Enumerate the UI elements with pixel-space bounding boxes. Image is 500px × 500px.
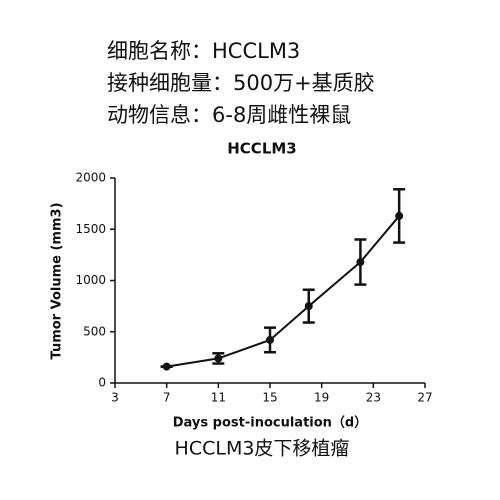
data-point <box>395 211 404 220</box>
x-tick-label: 19 <box>314 391 329 405</box>
header-line: 动物信息：6-8周雌性裸鼠 <box>107 103 351 127</box>
data-point <box>162 362 171 371</box>
y-tick-label: 1000 <box>75 273 106 287</box>
y-tick-label: 0 <box>98 376 106 390</box>
caption: HCCLM3皮下移植瘤 <box>175 438 350 460</box>
y-axis-title: Tumor Volume (mm3) <box>50 202 65 359</box>
y-tick-label: 500 <box>83 324 106 338</box>
data-point <box>214 354 223 363</box>
y-tick-label: 1500 <box>75 222 106 236</box>
x-tick-label: 7 <box>163 391 171 405</box>
x-tick-label: 11 <box>211 391 226 405</box>
x-axis-title: Days post-inoculation（d） <box>173 415 367 431</box>
data-point <box>266 335 274 344</box>
x-tick-label: 15 <box>262 391 277 405</box>
header-line: 接种细胞量：500万+基质胶 <box>107 71 375 95</box>
chart-title: HCCLM3 <box>227 140 297 158</box>
header-line: 细胞名称：HCCLM3 <box>107 39 300 63</box>
x-tick-label: 3 <box>111 391 119 405</box>
x-tick-label: 23 <box>366 391 381 405</box>
data-point <box>356 258 365 267</box>
data-point <box>304 302 313 311</box>
y-tick-label: 2000 <box>75 171 106 185</box>
x-tick-label: 27 <box>417 391 432 405</box>
data-line <box>166 215 400 368</box>
